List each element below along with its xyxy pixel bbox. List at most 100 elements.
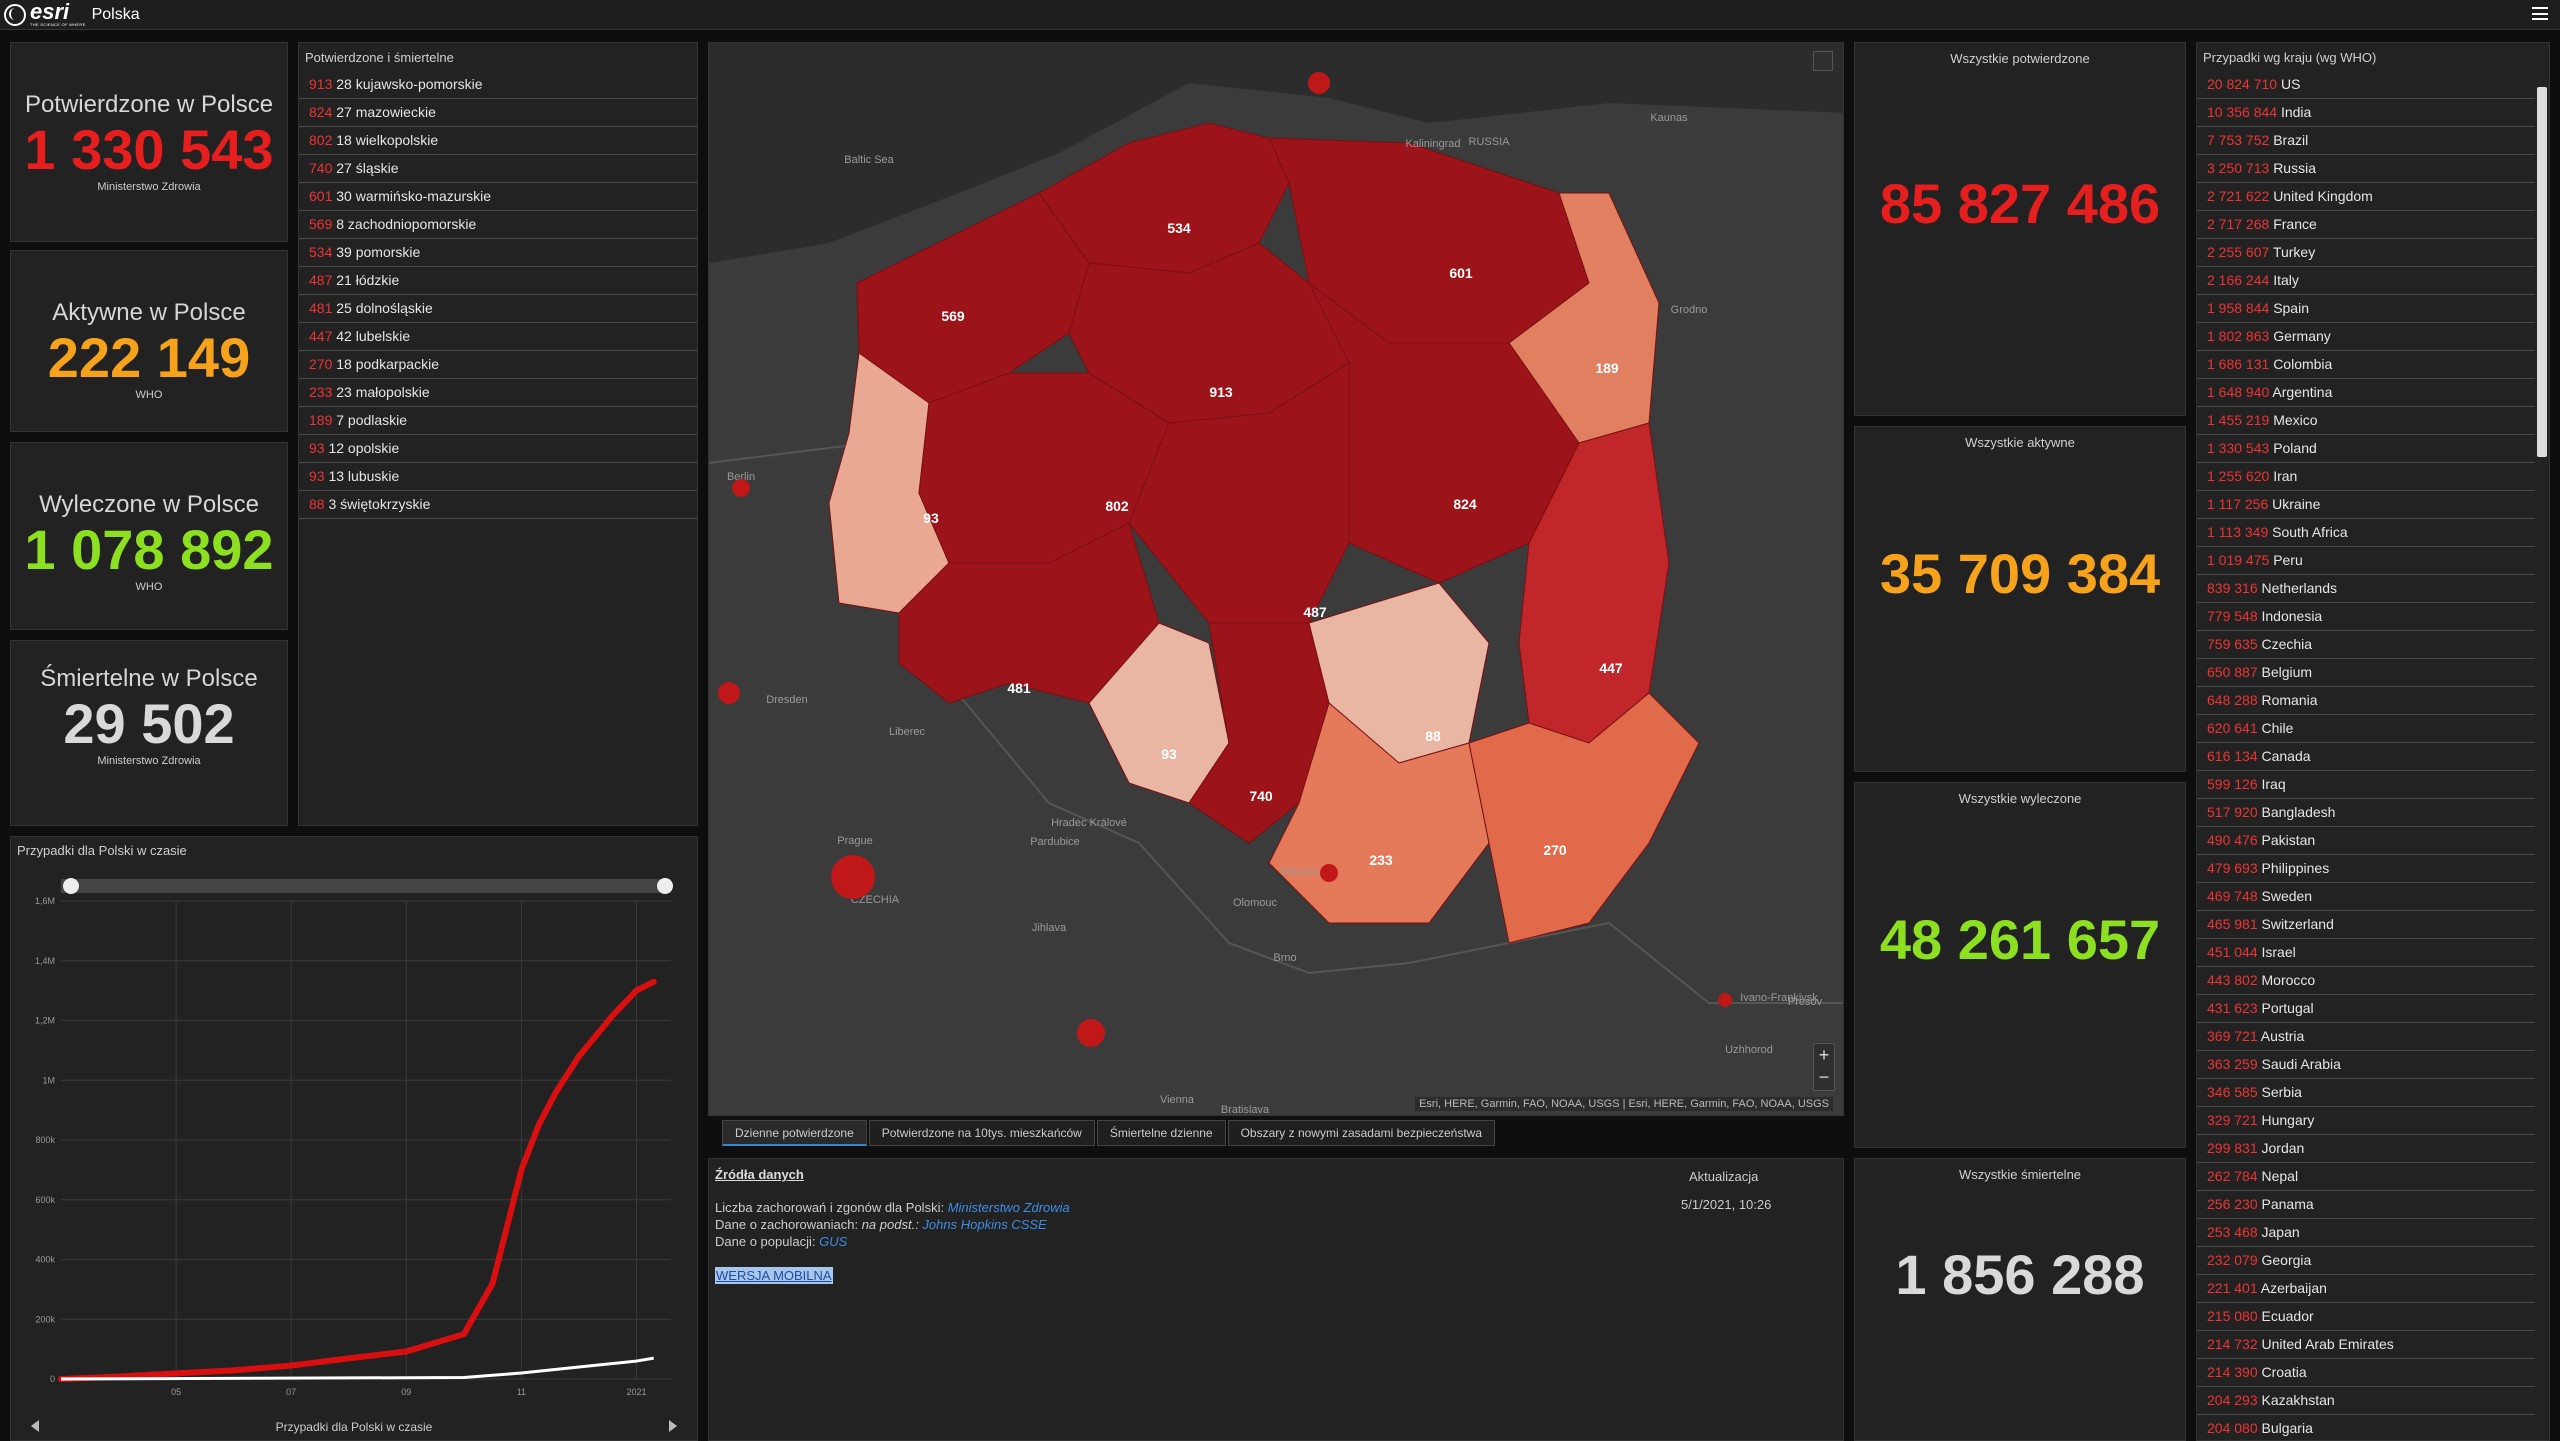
country-row[interactable]: 2 255 607 Turkey (2197, 239, 2535, 267)
data-point[interactable] (535, 1122, 542, 1129)
cases-over-time-chart[interactable]: 0 200k 400k 600k 800k 1M 1,2M 1,4M 1,6M 05 07 09 11 2… (11, 871, 699, 1441)
poland-choropleth-map[interactable]: 534 601 569 913 189 93 802 824 487 447 481 93 88 740 2… (709, 43, 1844, 1116)
data-point[interactable] (460, 1331, 467, 1338)
data-point[interactable] (403, 1348, 410, 1355)
slider-handle-start[interactable] (63, 878, 79, 894)
region-row[interactable]: 189 7 podlaskie (299, 407, 697, 435)
country-row[interactable]: 1 455 219 Mexico (2197, 407, 2535, 435)
region-row[interactable]: 233 23 małopolskie (299, 379, 697, 407)
esri-logo[interactable]: esri THE SCIENCE OF WHERE (4, 1, 86, 27)
region-row[interactable]: 740 27 śląskie (299, 155, 697, 183)
scrollbar-thumb[interactable] (2537, 87, 2547, 457)
country-row[interactable]: 1 648 940 Argentina (2197, 379, 2535, 407)
region-row[interactable]: 481 25 dolnośląskie (299, 295, 697, 323)
region-row[interactable]: 487 21 łódzkie (299, 267, 697, 295)
country-row[interactable]: 346 585 Serbia (2197, 1079, 2535, 1107)
country-row[interactable]: 650 887 Belgium (2197, 659, 2535, 687)
country-row[interactable]: 20 824 710 US (2197, 71, 2535, 99)
map-view[interactable]: 534 601 569 913 189 93 802 824 487 447 481 93 88 740 2… (708, 42, 1844, 1116)
mobile-version-link[interactable]: WERSJA MOBILNA (715, 1267, 833, 1284)
region-row[interactable]: 569 8 zachodniopomorskie (299, 211, 697, 239)
country-row[interactable]: 1 686 131 Colombia (2197, 351, 2535, 379)
case-bubble[interactable] (1718, 993, 1732, 1007)
country-row[interactable]: 204 080 Bulgaria (2197, 1415, 2535, 1440)
region-row[interactable]: 88 3 świętokrzyskie (299, 491, 697, 519)
map-tab[interactable]: Potwierdzone na 10tys. mieszkańców (868, 1120, 1095, 1146)
countries-list[interactable]: 20 824 710 US 10 356 844 India 7 753 752 B… (2197, 71, 2535, 1440)
data-point[interactable] (575, 1053, 582, 1060)
country-row[interactable]: 469 748 Sweden (2197, 883, 2535, 911)
country-row[interactable]: 2 717 268 France (2197, 211, 2535, 239)
country-row[interactable]: 465 981 Switzerland (2197, 911, 2535, 939)
region-podkarpackie[interactable] (1468, 692, 1700, 944)
time-range-slider[interactable] (61, 879, 671, 893)
data-point[interactable] (593, 1032, 600, 1039)
slider-handle-end[interactable] (657, 878, 673, 894)
region-row[interactable]: 913 28 kujawsko-pomorskie (299, 71, 697, 99)
country-row[interactable]: 369 721 Austria (2197, 1023, 2535, 1051)
country-row[interactable]: 256 230 Panama (2197, 1191, 2535, 1219)
data-point[interactable] (518, 1166, 525, 1173)
country-row[interactable]: 431 623 Portugal (2197, 995, 2535, 1023)
country-row[interactable]: 443 802 Morocco (2197, 967, 2535, 995)
moh-link[interactable]: Ministerstwo Zdrowia (947, 1200, 1070, 1215)
country-row[interactable]: 779 548 Indonesia (2197, 603, 2535, 631)
region-row[interactable]: 93 13 lubuskie (299, 463, 697, 491)
country-row[interactable]: 616 134 Canada (2197, 743, 2535, 771)
hamburger-menu-icon[interactable] (2532, 7, 2548, 20)
bookmark-icon[interactable] (1813, 51, 1833, 71)
data-point[interactable] (650, 978, 657, 985)
country-row[interactable]: 759 635 Czechia (2197, 631, 2535, 659)
country-row[interactable]: 620 641 Chile (2197, 715, 2535, 743)
regions-list[interactable]: 913 28 kujawsko-pomorskie 824 27 mazowiec… (299, 71, 697, 519)
region-lodzkie[interactable] (1128, 362, 1350, 624)
country-row[interactable]: 215 080 Ecuador (2197, 1303, 2535, 1331)
case-bubble[interactable] (831, 855, 875, 899)
zoom-in-button[interactable]: + (1818, 1045, 1830, 1065)
country-row[interactable]: 3 250 713 Russia (2197, 155, 2535, 183)
country-row[interactable]: 490 476 Pakistan (2197, 827, 2535, 855)
country-row[interactable]: 648 288 Romania (2197, 687, 2535, 715)
gus-link[interactable]: GUS (819, 1234, 848, 1249)
country-row[interactable]: 479 693 Philippines (2197, 855, 2535, 883)
country-row[interactable]: 1 958 844 Spain (2197, 295, 2535, 323)
country-row[interactable]: 1 330 543 Poland (2197, 435, 2535, 463)
country-row[interactable]: 1 802 863 Germany (2197, 323, 2535, 351)
case-bubble[interactable] (1077, 1019, 1105, 1047)
case-bubble[interactable] (1308, 72, 1330, 94)
region-row[interactable]: 534 39 pomorskie (299, 239, 697, 267)
country-row[interactable]: 214 390 Croatia (2197, 1359, 2535, 1387)
data-point[interactable] (230, 1367, 237, 1374)
data-point[interactable] (173, 1370, 180, 1377)
data-point[interactable] (345, 1355, 352, 1362)
country-row[interactable]: 1 113 349 South Africa (2197, 519, 2535, 547)
country-row[interactable]: 253 468 Japan (2197, 1219, 2535, 1247)
country-row[interactable]: 1 255 620 Iran (2197, 463, 2535, 491)
country-row[interactable]: 2 721 622 United Kingdom (2197, 183, 2535, 211)
case-bubble[interactable] (718, 682, 740, 704)
country-row[interactable]: 7 753 752 Brazil (2197, 127, 2535, 155)
data-point[interactable] (633, 987, 640, 994)
case-bubble[interactable] (1320, 864, 1338, 882)
country-row[interactable]: 10 356 844 India (2197, 99, 2535, 127)
country-row[interactable]: 204 293 Kazakhstan (2197, 1387, 2535, 1415)
region-row[interactable]: 93 12 opolskie (299, 435, 697, 463)
data-point[interactable] (552, 1089, 559, 1096)
region-row[interactable]: 270 18 podkarpackie (299, 351, 697, 379)
country-row[interactable]: 232 079 Georgia (2197, 1247, 2535, 1275)
country-row[interactable]: 299 831 Jordan (2197, 1135, 2535, 1163)
country-row[interactable]: 451 044 Israel (2197, 939, 2535, 967)
country-row[interactable]: 1 019 475 Peru (2197, 547, 2535, 575)
country-row[interactable]: 363 259 Saudi Arabia (2197, 1051, 2535, 1079)
country-row[interactable]: 221 401 Azerbaijan (2197, 1275, 2535, 1303)
map-tab[interactable]: Śmiertelne dzienne (1096, 1120, 1226, 1146)
country-row[interactable]: 214 732 United Arab Emirates (2197, 1331, 2535, 1359)
country-row[interactable]: 599 126 Iraq (2197, 771, 2535, 799)
chart-prev-icon[interactable] (31, 1420, 39, 1432)
country-row[interactable]: 839 316 Netherlands (2197, 575, 2535, 603)
data-point[interactable] (288, 1362, 295, 1369)
country-row[interactable]: 262 784 Nepal (2197, 1163, 2535, 1191)
region-row[interactable]: 447 42 lubelskie (299, 323, 697, 351)
region-row[interactable]: 824 27 mazowieckie (299, 99, 697, 127)
data-point[interactable] (489, 1280, 496, 1287)
